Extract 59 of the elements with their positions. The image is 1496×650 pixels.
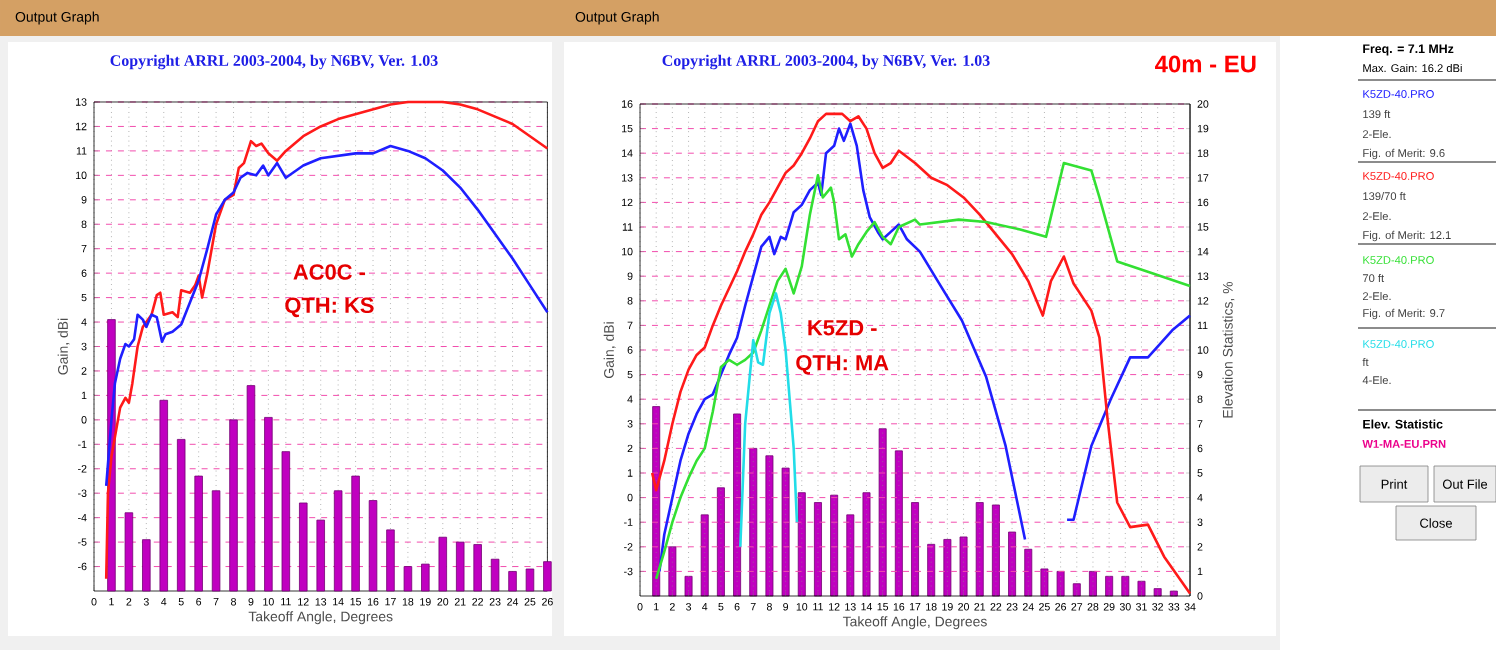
bar — [525, 568, 535, 592]
text: 40m - EU — [1155, 55, 1256, 73]
bar — [878, 428, 887, 597]
bar — [684, 575, 693, 597]
bar — [543, 561, 552, 592]
bar — [351, 475, 360, 592]
bar — [846, 514, 855, 597]
bar — [927, 543, 936, 597]
bar — [781, 467, 790, 597]
bar — [194, 475, 203, 592]
bar — [716, 487, 725, 597]
bar — [959, 536, 968, 597]
bar — [455, 541, 465, 592]
bar — [421, 563, 430, 592]
bar — [733, 413, 742, 597]
bar — [124, 512, 134, 592]
bar — [473, 544, 482, 592]
line-series — [739, 292, 799, 549]
bar — [1137, 580, 1146, 597]
bar — [830, 494, 839, 597]
bar — [176, 439, 186, 592]
bar — [438, 536, 448, 592]
bar — [991, 504, 1000, 597]
bar — [159, 399, 168, 592]
bar — [1153, 588, 1162, 597]
bar — [264, 417, 273, 592]
bar — [862, 492, 871, 597]
bar — [246, 385, 256, 592]
bar — [700, 514, 709, 597]
bar — [508, 571, 517, 592]
annotation: AC0C - — [293, 264, 366, 280]
bar — [386, 529, 395, 592]
bar — [1008, 531, 1017, 597]
bar — [299, 502, 308, 592]
bar — [975, 502, 984, 597]
bar — [765, 455, 774, 597]
bar — [368, 500, 378, 592]
bar — [814, 502, 822, 597]
bar — [911, 502, 919, 597]
bar — [943, 539, 952, 597]
bar — [490, 558, 500, 592]
annotation: QTH: MA — [796, 354, 889, 375]
bar — [281, 451, 291, 592]
bar — [403, 566, 413, 592]
bar — [894, 450, 903, 597]
annotation: K5ZD - — [808, 320, 877, 336]
annotation: QTH: KS — [285, 297, 374, 318]
bar — [333, 490, 343, 592]
bar — [1024, 548, 1033, 597]
bar — [1121, 575, 1130, 597]
bar — [1056, 571, 1065, 597]
bar — [229, 419, 238, 592]
bar — [797, 492, 806, 597]
bar — [316, 519, 325, 592]
bar — [668, 546, 677, 597]
bar — [749, 448, 758, 597]
bar — [1040, 568, 1049, 597]
bar — [142, 539, 151, 592]
bar — [211, 490, 221, 592]
